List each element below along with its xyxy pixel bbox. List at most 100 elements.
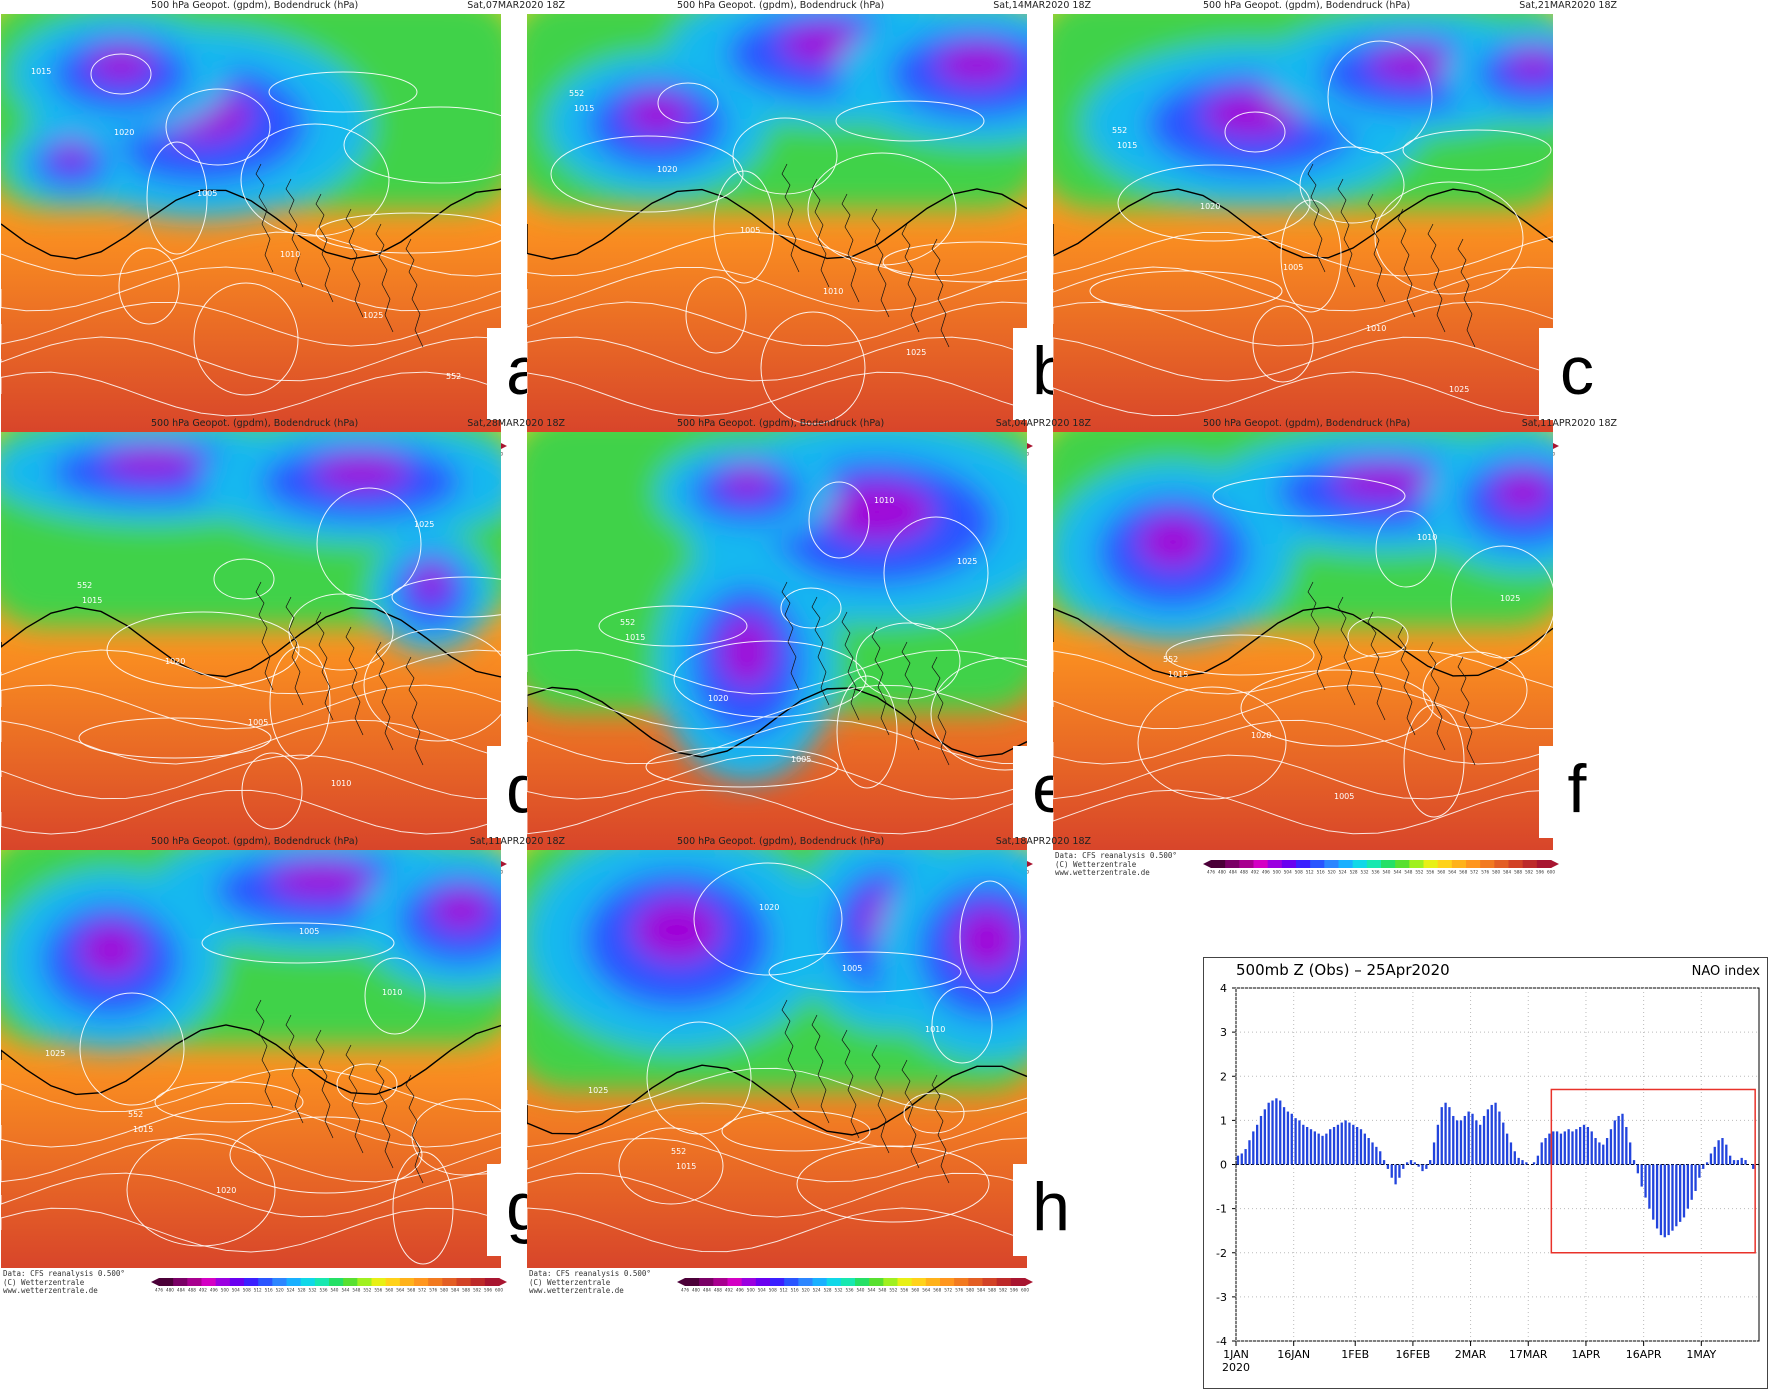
isobar-label: 552 bbox=[1112, 126, 1127, 135]
nao-bar bbox=[1394, 1164, 1397, 1185]
colorbar-swatch bbox=[484, 1278, 500, 1286]
colorbar-tick-label: 480 bbox=[166, 1288, 174, 1293]
colorbar-tick-label: 508 bbox=[243, 1288, 251, 1293]
isobar-line bbox=[835, 100, 985, 142]
colorbar-tick-label: 476 bbox=[1207, 870, 1215, 875]
coastline bbox=[1427, 641, 1446, 751]
isobar-line bbox=[1053, 371, 1553, 417]
colorbar-swatch bbox=[755, 1278, 771, 1286]
y-tick-label: 3 bbox=[1220, 1026, 1227, 1039]
panel-title: 500 hPa Geopot. (gpdm), Bodendruck (hPa) bbox=[151, 0, 359, 11]
nao-bar bbox=[1721, 1138, 1724, 1165]
credit-line-copyright: (C) Wetterzentrale bbox=[3, 1277, 85, 1287]
colorbar-tick-label: 512 bbox=[1306, 870, 1314, 875]
colorbar-swatch bbox=[996, 1278, 1012, 1286]
panel-date: Sat,11APR2020 18Z bbox=[469, 836, 565, 847]
geopotential-map: 1015 1020 1005 1010 1025 552 bbox=[527, 14, 1097, 432]
coastline bbox=[841, 611, 860, 721]
coastline bbox=[285, 1014, 304, 1124]
nao-bar bbox=[1536, 1155, 1540, 1165]
nao-bar bbox=[1613, 1120, 1616, 1165]
isobar-line bbox=[1374, 181, 1524, 295]
colorbar-tick-label: 488 bbox=[714, 1288, 722, 1293]
colorbar-tick-label: 576 bbox=[429, 1288, 437, 1293]
nao-bar bbox=[1309, 1129, 1313, 1165]
isobar-label: 1020 bbox=[1200, 202, 1220, 211]
isobar-line bbox=[1053, 336, 1553, 382]
colorbar-tick-label: 540 bbox=[856, 1288, 864, 1293]
coastline bbox=[375, 1059, 394, 1169]
nao-bar bbox=[1263, 1109, 1266, 1165]
nao-bar bbox=[1621, 1113, 1624, 1165]
colorbar-tick-label: 500 bbox=[221, 1288, 229, 1293]
colorbar-tick-label: 476 bbox=[155, 1288, 163, 1293]
credit-line-copyright: (C) Wetterzentrale bbox=[1055, 859, 1137, 869]
y-tick-label: 0 bbox=[1220, 1159, 1227, 1172]
colorbar-swatch bbox=[770, 1278, 785, 1286]
colorbar-tick-label: 496 bbox=[210, 1288, 218, 1293]
colorbar-swatch bbox=[1352, 860, 1368, 868]
nao-bar bbox=[1555, 1131, 1559, 1165]
nao-bar bbox=[1475, 1120, 1478, 1165]
isobar-label: 1020 bbox=[759, 903, 779, 912]
isobar-line bbox=[1053, 301, 1553, 347]
isobar-line bbox=[1, 1102, 501, 1148]
colorbar-tick-label: 596 bbox=[1010, 1288, 1018, 1293]
colorbar-swatch bbox=[1451, 860, 1467, 868]
y-tick-label: 1 bbox=[1220, 1114, 1227, 1127]
nao-bar bbox=[1502, 1122, 1505, 1165]
nao-bar bbox=[1629, 1142, 1632, 1165]
colorbar-tick-label: 576 bbox=[955, 1288, 963, 1293]
isobar-line bbox=[268, 71, 418, 113]
nao-bar bbox=[1509, 1142, 1513, 1165]
nao-bar bbox=[1586, 1126, 1590, 1165]
isobar-line bbox=[527, 266, 1027, 312]
isobar-label: 552 bbox=[1163, 655, 1178, 664]
colorbar-swatch bbox=[1281, 860, 1297, 868]
credit-line-data: Data: CFS reanalysis 0.500° bbox=[3, 1269, 125, 1278]
nao-bar bbox=[1486, 1109, 1490, 1165]
colorbar-swatch bbox=[187, 1278, 202, 1286]
nao-bar bbox=[1605, 1138, 1609, 1165]
nao-bar bbox=[1602, 1144, 1605, 1165]
colorbar-swatch bbox=[826, 1278, 842, 1286]
colorbar-swatch bbox=[727, 1278, 743, 1286]
colorbar-swatch bbox=[215, 1278, 231, 1286]
colorbar-tick-label: 592 bbox=[999, 1288, 1007, 1293]
colorbar-swatch bbox=[1494, 860, 1509, 868]
colorbar-tick-label: 536 bbox=[1372, 870, 1380, 875]
coastline bbox=[1367, 193, 1386, 303]
colorbar-tick-label: 544 bbox=[341, 1288, 349, 1293]
nao-bar bbox=[1294, 1118, 1297, 1165]
isobar-line bbox=[903, 1092, 965, 1134]
colorbar-swatch bbox=[244, 1278, 259, 1286]
nao-bar bbox=[1313, 1131, 1316, 1165]
colorbar-tick-label: 484 bbox=[1229, 870, 1237, 875]
geopotential-map: 1015 1020 1005 1010 1025 552 bbox=[527, 850, 1097, 1268]
colorbar-swatch bbox=[329, 1278, 344, 1286]
nao-bar bbox=[1336, 1124, 1340, 1165]
colorbar-swatch bbox=[1253, 860, 1269, 868]
geopotential-map: 1015 1020 1005 1010 1025 552 bbox=[527, 432, 1097, 850]
y-tick-label: 4 bbox=[1220, 982, 1227, 995]
coastline bbox=[871, 208, 890, 318]
colorbar-tick-label: 584 bbox=[1503, 870, 1511, 875]
nao-bar bbox=[1498, 1111, 1501, 1165]
isobar-line bbox=[732, 117, 838, 195]
isobar-label: 1025 bbox=[957, 557, 977, 566]
panel-date: Sat,18APR2020 18Z bbox=[995, 836, 1091, 847]
colorbar-swatch bbox=[982, 1278, 998, 1286]
isobar-line bbox=[1, 371, 501, 417]
coastline bbox=[345, 208, 364, 318]
isobar-line bbox=[685, 276, 747, 354]
panel-footer: Data: CFS reanalysis 0.500° (C) Wetterze… bbox=[1, 1268, 571, 1296]
weather-map-panel-d: 500 hPa Geopot. (gpdm), Bodendruck (hPa)… bbox=[1, 418, 571, 878]
colorbar-tick-label: 492 bbox=[725, 1288, 733, 1293]
coastline bbox=[811, 178, 830, 288]
nao-bar bbox=[1548, 1133, 1551, 1165]
nao-bar bbox=[1736, 1160, 1740, 1165]
nao-bar bbox=[1455, 1120, 1459, 1165]
isobar-label: 1005 bbox=[791, 755, 811, 764]
colorbar-tick-label: 524 bbox=[287, 1288, 295, 1293]
colorbar-tick-label: 548 bbox=[1404, 870, 1412, 875]
